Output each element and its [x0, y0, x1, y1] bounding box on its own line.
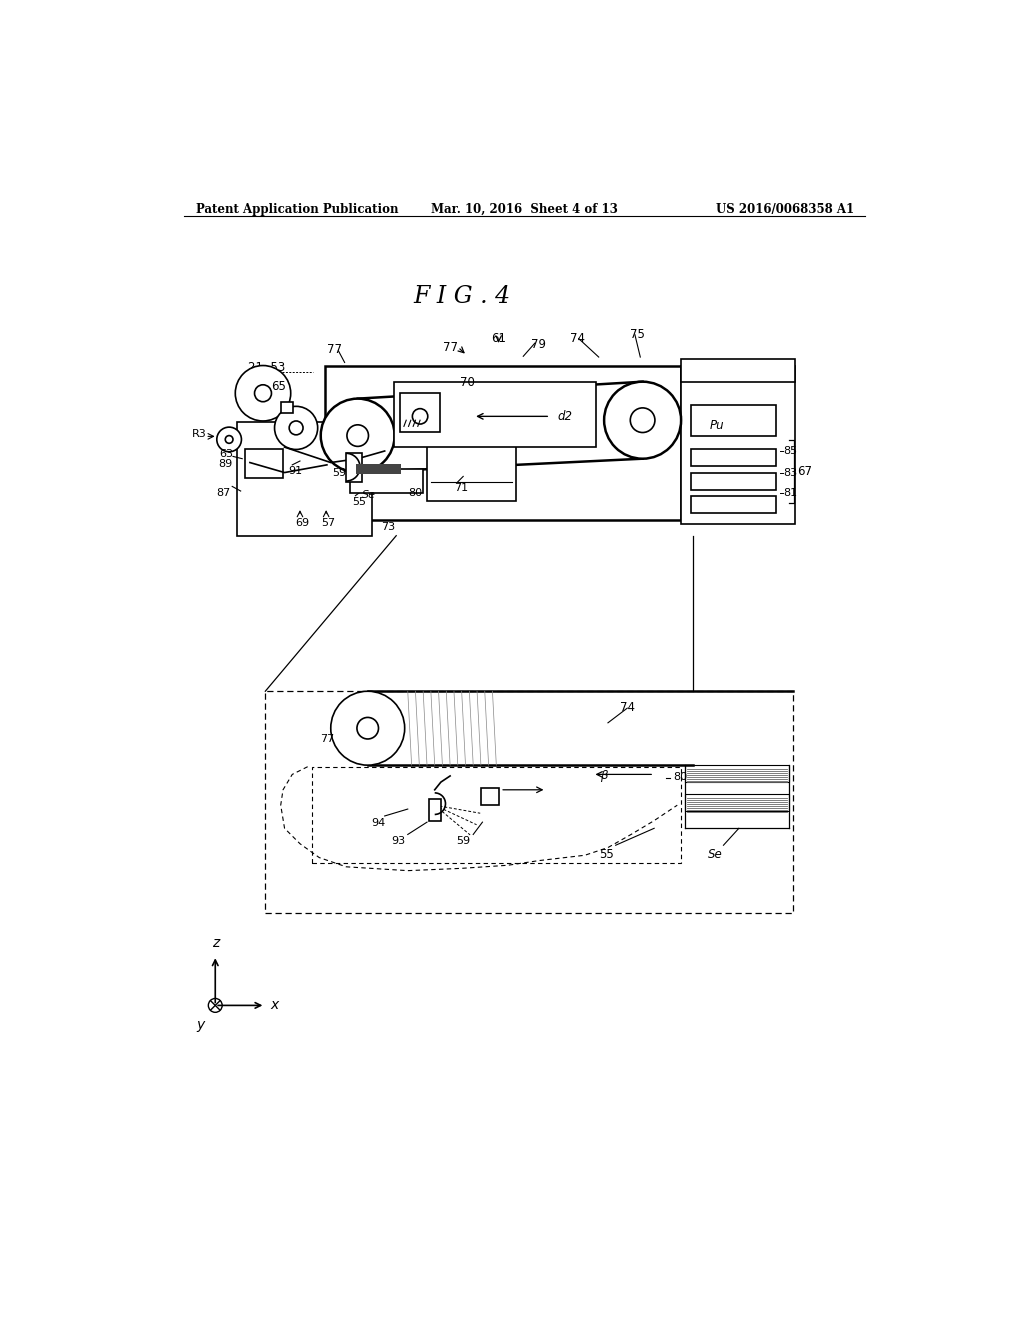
- Bar: [681, 359, 795, 381]
- Bar: [394, 381, 596, 447]
- Text: 77: 77: [321, 734, 335, 744]
- Circle shape: [357, 718, 379, 739]
- Bar: [481, 788, 500, 805]
- Text: 91: 91: [289, 466, 302, 477]
- Text: 55: 55: [352, 498, 367, 507]
- Text: Patent Application Publication: Patent Application Publication: [196, 203, 398, 216]
- Bar: [691, 405, 776, 436]
- Text: 21, 53: 21, 53: [248, 360, 285, 374]
- Text: 83: 83: [783, 467, 798, 478]
- Circle shape: [413, 409, 428, 424]
- Text: 77: 77: [327, 343, 342, 356]
- Text: 81: 81: [783, 488, 798, 499]
- Text: x: x: [270, 998, 279, 1012]
- Circle shape: [236, 366, 291, 421]
- Circle shape: [225, 436, 233, 444]
- Text: US 2016/0068358 A1: US 2016/0068358 A1: [716, 203, 854, 216]
- Text: R3: R3: [193, 429, 207, 440]
- Bar: [691, 473, 776, 490]
- Text: y: y: [197, 1018, 205, 1032]
- Text: 61: 61: [492, 331, 506, 345]
- Text: Se: Se: [362, 490, 376, 499]
- Text: 71: 71: [454, 483, 468, 494]
- Text: Mar. 10, 2016  Sheet 4 of 13: Mar. 10, 2016 Sheet 4 of 13: [431, 203, 618, 216]
- Text: 87: 87: [216, 488, 230, 498]
- Circle shape: [217, 428, 242, 451]
- Text: d2: d2: [558, 411, 572, 424]
- Bar: [265, 692, 793, 913]
- Text: 74: 74: [620, 701, 635, 714]
- Text: 57: 57: [322, 517, 336, 528]
- Circle shape: [255, 384, 271, 401]
- Bar: [311, 767, 681, 863]
- Text: 65: 65: [270, 380, 286, 393]
- Text: 80: 80: [674, 772, 687, 781]
- Text: 77: 77: [442, 341, 458, 354]
- Text: 93: 93: [391, 836, 406, 846]
- Text: 85: 85: [783, 446, 798, 455]
- Circle shape: [274, 407, 317, 449]
- Bar: [681, 367, 795, 524]
- Bar: [346, 453, 361, 482]
- Circle shape: [208, 998, 222, 1012]
- Text: 94: 94: [372, 818, 386, 828]
- Circle shape: [289, 421, 303, 434]
- Bar: [429, 799, 441, 821]
- Bar: [356, 465, 400, 474]
- Bar: [427, 440, 515, 502]
- Bar: [282, 401, 293, 412]
- Text: 73: 73: [381, 521, 395, 532]
- Circle shape: [321, 399, 394, 473]
- Text: 59: 59: [333, 469, 346, 478]
- Circle shape: [604, 381, 681, 459]
- Circle shape: [331, 692, 404, 766]
- Text: z: z: [212, 936, 219, 950]
- Bar: [325, 367, 681, 520]
- Text: F I G . 4: F I G . 4: [413, 285, 510, 309]
- Circle shape: [631, 408, 655, 433]
- Text: 74: 74: [569, 331, 585, 345]
- Bar: [237, 422, 372, 536]
- Text: Se: Se: [709, 847, 723, 861]
- Bar: [685, 795, 788, 812]
- Bar: [691, 496, 776, 512]
- Text: 79: 79: [531, 338, 546, 351]
- Bar: [691, 449, 776, 466]
- Text: 55: 55: [599, 847, 613, 861]
- Text: 75: 75: [630, 327, 644, 341]
- Text: 89: 89: [218, 459, 232, 469]
- Bar: [685, 766, 788, 781]
- Text: 67: 67: [798, 465, 812, 478]
- Text: β: β: [600, 770, 608, 781]
- Text: 69: 69: [295, 517, 309, 528]
- Bar: [245, 449, 283, 478]
- Text: 70: 70: [461, 376, 475, 388]
- Bar: [400, 393, 440, 432]
- Circle shape: [347, 425, 369, 446]
- Text: 63: 63: [219, 449, 233, 459]
- Text: 59: 59: [456, 836, 470, 846]
- Text: Pu: Pu: [710, 418, 725, 432]
- Text: 80: 80: [408, 488, 422, 498]
- Bar: [350, 469, 423, 494]
